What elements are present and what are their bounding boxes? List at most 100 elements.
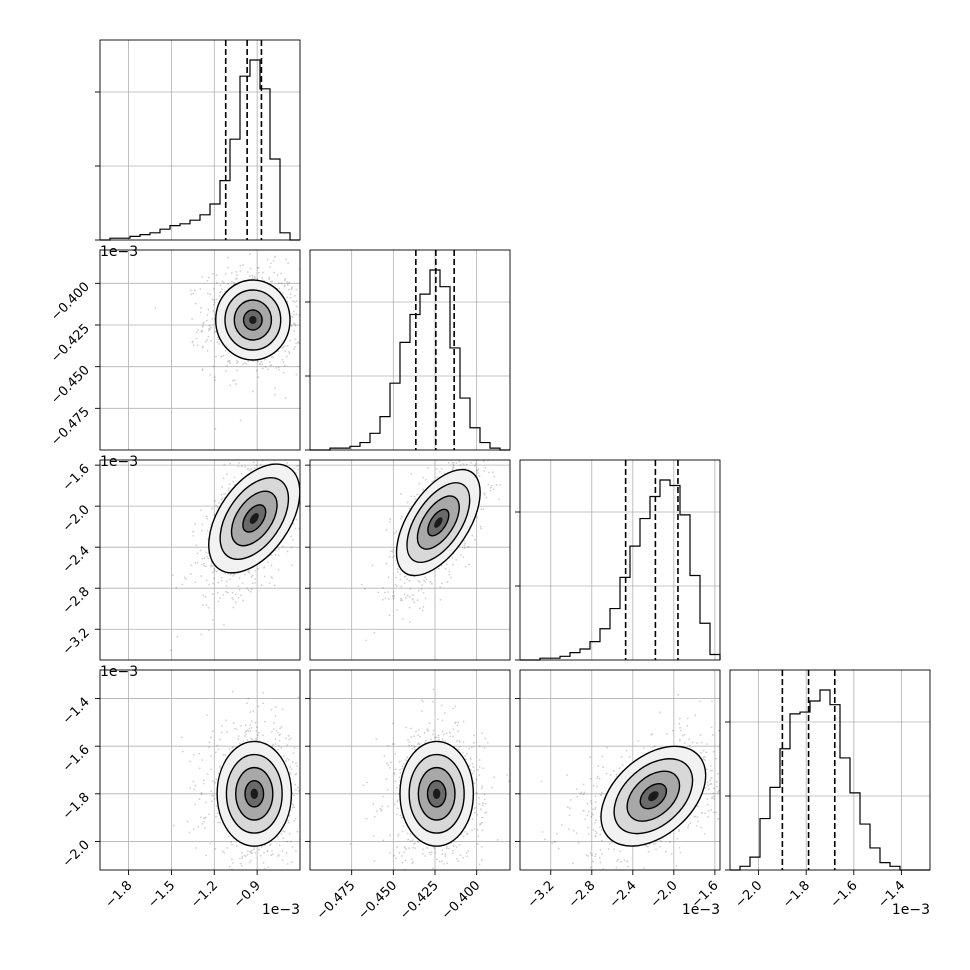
- scatter-point: [219, 821, 221, 824]
- scatter-point: [276, 447, 278, 449]
- pair-panel-2-0: [95, 438, 330, 661]
- scatter-point: [382, 795, 384, 798]
- scatter-point: [249, 267, 252, 270]
- scatter-point: [201, 329, 204, 332]
- contour-line: [219, 476, 290, 560]
- scatter-point: [247, 697, 250, 700]
- scatter-point: [205, 515, 208, 518]
- scatter-point: [248, 861, 251, 864]
- scatter-point: [475, 469, 478, 472]
- scatter-point: [495, 484, 498, 486]
- scatter-point: [192, 828, 195, 830]
- scatter-point: [423, 732, 426, 734]
- scatter-point: [302, 318, 304, 320]
- scatter-point: [207, 329, 210, 332]
- scatter-point: [362, 784, 365, 787]
- scatter-point: [429, 580, 432, 583]
- scatter-point: [439, 586, 442, 589]
- scatter-point: [485, 811, 488, 814]
- scatter-point: [285, 851, 288, 854]
- scatter-point: [286, 840, 289, 843]
- scatter-point: [230, 272, 233, 274]
- scatter-point: [200, 509, 202, 512]
- scatter-point: [394, 583, 397, 586]
- scatter-point: [396, 799, 399, 802]
- scatter-point: [202, 322, 204, 325]
- scatter-point: [396, 846, 398, 849]
- scatter-point: [295, 772, 298, 775]
- scatter-point: [500, 452, 502, 454]
- scatter-point: [312, 472, 314, 474]
- scatter-point: [250, 726, 253, 729]
- scatter-point: [483, 469, 486, 472]
- scatter-point: [233, 573, 236, 576]
- pair-panel-1-0: [95, 249, 304, 451]
- scatter-point: [473, 734, 475, 737]
- scatter-point: [472, 766, 475, 769]
- scatter-point: [307, 565, 309, 567]
- scatter-point: [307, 491, 309, 493]
- scatter-point: [438, 739, 441, 741]
- scatter-point: [475, 792, 478, 795]
- scatter-point: [225, 590, 227, 593]
- axes-frame: [309, 669, 511, 871]
- scatter-point: [372, 802, 375, 805]
- scatter-point: [259, 438, 261, 440]
- scatter-point: [216, 591, 219, 594]
- scatter-point: [295, 313, 298, 316]
- scatter-point: [484, 493, 486, 496]
- scatter-point: [459, 854, 462, 857]
- scatter-point: [411, 747, 414, 750]
- scatter-point: [297, 696, 300, 699]
- scatter-point: [381, 805, 384, 808]
- scatter-point: [406, 756, 409, 759]
- scatter-point: [289, 296, 292, 299]
- scatter-point: [463, 540, 466, 543]
- scatter-point: [193, 523, 196, 526]
- scatter-point: [248, 571, 251, 574]
- scatter-point: [297, 464, 299, 467]
- scatter-point: [590, 802, 593, 805]
- scatter-point: [236, 369, 238, 372]
- scatter-point: [238, 461, 240, 464]
- scatter-point: [253, 846, 256, 849]
- scatter-point: [270, 554, 273, 556]
- scatter-point: [225, 730, 228, 733]
- scatter-point: [396, 609, 399, 611]
- scatter-point: [263, 575, 266, 578]
- scatter-point: [262, 271, 264, 274]
- scatter-point: [277, 855, 280, 857]
- scatter-point: [738, 754, 740, 756]
- scatter-point: [328, 461, 330, 463]
- scatter-point: [297, 786, 299, 789]
- scatter-point: [220, 355, 222, 358]
- scatter-point: [205, 854, 208, 857]
- scatter-point: [426, 466, 429, 469]
- scatter-point: [437, 567, 440, 570]
- scatter-point: [589, 799, 592, 802]
- scatter-point: [214, 751, 217, 754]
- scatter-point: [400, 517, 402, 520]
- pair-panel-3-2: [515, 669, 740, 871]
- scatter-point: [213, 798, 216, 800]
- scatter-point: [216, 812, 219, 815]
- scatter-point: [401, 861, 404, 864]
- scatter-point: [446, 845, 448, 848]
- scatter-point: [365, 781, 368, 784]
- scatter-point: [470, 429, 472, 431]
- scatter-point: [277, 554, 280, 557]
- scatter-point: [222, 281, 225, 284]
- scatter-point: [615, 773, 618, 776]
- scatter-point: [278, 368, 280, 371]
- scatter-point: [495, 433, 497, 435]
- scatter-point: [474, 432, 476, 434]
- density-level: [250, 788, 258, 800]
- scatter-point: [246, 468, 249, 471]
- scatter-point: [551, 842, 554, 844]
- scatter-point: [707, 809, 710, 812]
- scatter-point: [416, 840, 419, 843]
- scatter-point: [291, 438, 293, 440]
- scatter-point: [198, 798, 201, 800]
- scatter-point: [225, 370, 227, 373]
- scatter-point: [317, 785, 319, 787]
